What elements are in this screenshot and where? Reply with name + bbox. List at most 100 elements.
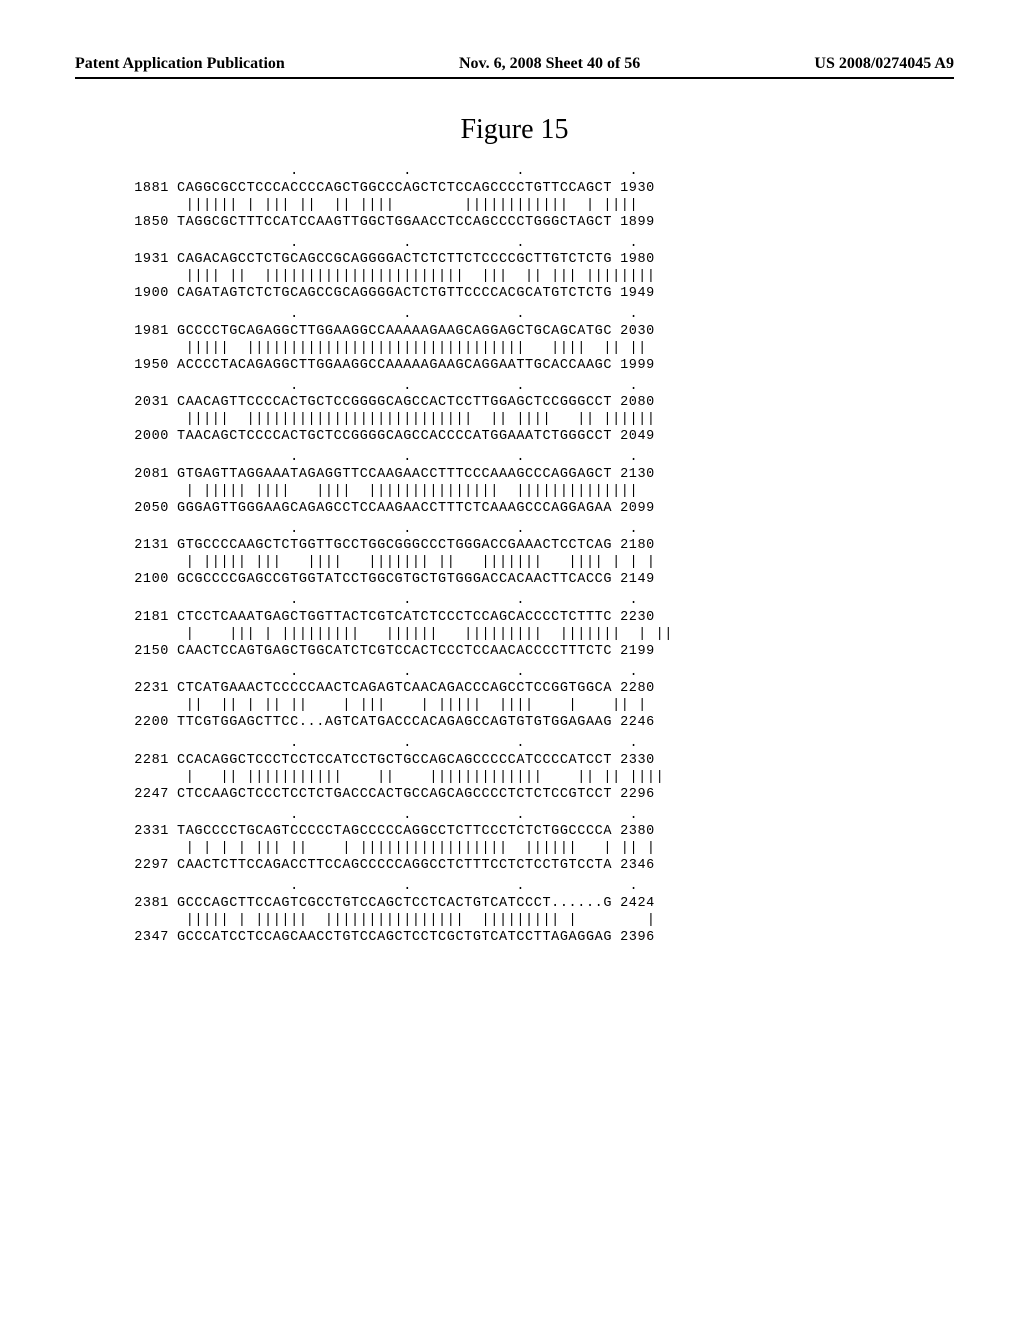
sequence-text: GCGCCCCGAGCCGTGGTATCCTGGCGTGCTGTGGGACCAC… — [177, 572, 612, 589]
pos-end: 2199 — [612, 644, 655, 661]
alignment-block: . . . .2081GTGAGTTAGGAAATAGAGGTTCCAAGAAC… — [125, 450, 954, 518]
sequence-text: GTGAGTTAGGAAATAGAGGTTCCAAGAACCTTTCCCAAAG… — [177, 467, 612, 484]
alignment-block: . . . .2231CTCATGAAACTCCCCCAACTCAGAGTCAA… — [125, 665, 954, 733]
pos-start: 2381 — [125, 896, 177, 913]
pos-end: 2230 — [612, 610, 655, 627]
pos-start: 2281 — [125, 753, 177, 770]
sequence-text: ACCCCTACAGAGGCTTGGAAGGCCAAAAAGAAGCAGGAAT… — [177, 358, 612, 375]
sequence-text: GTGCCCCAAGCTCTGGTTGCCTGGCGGGCCCTGGGACCGA… — [177, 538, 612, 555]
pos-end: 2030 — [612, 324, 655, 341]
sequence-row-top: 2031CAACAGTTCCCCACTGCTCCGGGGCAGCCACTCCTT… — [125, 395, 954, 412]
position-dots: . . . . — [125, 307, 954, 324]
sequence-row-bottom: 1950ACCCCTACAGAGGCTTGGAAGGCCAAAAAGAAGCAG… — [125, 358, 954, 375]
pos-start: 2150 — [125, 644, 177, 661]
sequence-row-bottom: 2000TAACAGCTCCCCACTGCTCCGGGGCAGCCACCCCAT… — [125, 429, 954, 446]
sequence-text: CAGATAGTCTCTGCAGCCGCAGGGGACTCTGTTCCCCACG… — [177, 286, 612, 303]
sequence-text: TAGCCCCTGCAGTCCCCCTAGCCCCCAGGCCTCTTCCCTC… — [177, 824, 612, 841]
sequence-text: CAACTCCAGTGAGCTGGCATCTCGTCCACTCCCTCCAACA… — [177, 644, 612, 661]
pos-start: 1981 — [125, 324, 177, 341]
sequence-text: CTCATGAAACTCCCCCAACTCAGAGTCAACAGACCCAGCC… — [177, 681, 612, 698]
position-dots: . . . . — [125, 593, 954, 610]
sequence-text: CAACAGTTCCCCACTGCTCCGGGGCAGCCACTCCTTGGAG… — [177, 395, 612, 412]
sequence-text: CCACAGGCTCCCTCCTCCATCCTGCTGCCAGCAGCCCCCA… — [177, 753, 612, 770]
alignment-block: . . . .1981GCCCCTGCAGAGGCTTGGAAGGCCAAAAA… — [125, 307, 954, 375]
sequence-text: GGGAGTTGGGAAGCAGAGCCTCCAAGAACCTTTCTCAAAG… — [177, 501, 612, 518]
pos-end: 2149 — [612, 572, 655, 589]
sequence-text: CAGACAGCCTCTGCAGCCGCAGGGGACTCTCTTCTCCCCG… — [177, 252, 612, 269]
pos-end: 2246 — [612, 715, 655, 732]
alignment-block: . . . .2181CTCCTCAAATGAGCTGGTTACTCGTCATC… — [125, 593, 954, 661]
sequence-row-bottom: 2247CTCCAAGCTCCCTCCTCTGACCCACTGCCAGCAGCC… — [125, 787, 954, 804]
alignment-block: . . . .1931CAGACAGCCTCTGCAGCCGCAGGGGACTC… — [125, 236, 954, 304]
pos-start: 2247 — [125, 787, 177, 804]
sequence-alignment: . . . .1881CAGGCGCCTCCCACCCCAGCTGGCCCAGC… — [125, 164, 954, 947]
alignment-block: . . . .2131GTGCCCCAAGCTCTGGTTGCCTGGCGGGC… — [125, 522, 954, 590]
position-dots: . . . . — [125, 164, 954, 181]
sequence-text: CAACTCTTCCAGACCTTCCAGCCCCCAGGCCTCTTTCCTC… — [177, 858, 612, 875]
alignment-block: . . . .2381GCCCAGCTTCCAGTCGCCTGTCCAGCTCC… — [125, 879, 954, 947]
sequence-row-bottom: 2100GCGCCCCGAGCCGTGGTATCCTGGCGTGCTGTGGGA… — [125, 572, 954, 589]
pos-start: 2297 — [125, 858, 177, 875]
position-dots: . . . . — [125, 450, 954, 467]
sequence-row-top: 1931CAGACAGCCTCTGCAGCCGCAGGGGACTCTCTTCTC… — [125, 252, 954, 269]
sequence-text: GCCCATCCTCCAGCAACCTGTCCAGCTCCTCGCTGTCATC… — [177, 930, 612, 947]
match-bars: || || | || || | ||| | ||||| |||| | || | — [125, 698, 954, 715]
match-bars: ||||| | |||||| |||||||||||||||| ||||||||… — [125, 913, 954, 930]
position-dots: . . . . — [125, 522, 954, 539]
pos-start: 1931 — [125, 252, 177, 269]
pos-end: 2330 — [612, 753, 655, 770]
sequence-text: GCCCCTGCAGAGGCTTGGAAGGCCAAAAAGAAGCAGGAGC… — [177, 324, 612, 341]
pos-end: 2180 — [612, 538, 655, 555]
figure-title: Figure 15 — [75, 114, 954, 146]
sequence-text: CAGGCGCCTCCCACCCCAGCTGGCCCAGCTCTCCAGCCCC… — [177, 181, 612, 198]
sequence-row-bottom: 2347GCCCATCCTCCAGCAACCTGTCCAGCTCCTCGCTGT… — [125, 930, 954, 947]
pos-start: 1881 — [125, 181, 177, 198]
pos-end: 1949 — [612, 286, 655, 303]
pos-end: 1999 — [612, 358, 655, 375]
sequence-row-top: 2081GTGAGTTAGGAAATAGAGGTTCCAAGAACCTTTCCC… — [125, 467, 954, 484]
sequence-row-bottom: 2297CAACTCTTCCAGACCTTCCAGCCCCCAGGCCTCTTT… — [125, 858, 954, 875]
pos-end: 2346 — [612, 858, 655, 875]
alignment-block: . . . .1881CAGGCGCCTCCCACCCCAGCTGGCCCAGC… — [125, 164, 954, 232]
sequence-text: CTCCTCAAATGAGCTGGTTACTCGTCATCTCCCTCCAGCA… — [177, 610, 612, 627]
header-right: US 2008/0274045 A9 — [814, 55, 954, 73]
pos-end: 2099 — [612, 501, 655, 518]
match-bars: ||||| |||||||||||||||||||||||||| || ||||… — [125, 412, 954, 429]
pos-end: 2380 — [612, 824, 655, 841]
pos-start: 1850 — [125, 215, 177, 232]
match-bars: |||| || ||||||||||||||||||||||| ||| || |… — [125, 269, 954, 286]
pos-end: 1980 — [612, 252, 655, 269]
pos-start: 1900 — [125, 286, 177, 303]
match-bars: | ||||| ||| |||| ||||||| || ||||||| ||||… — [125, 555, 954, 572]
sequence-row-bottom: 2050GGGAGTTGGGAAGCAGAGCCTCCAAGAACCTTTCTC… — [125, 501, 954, 518]
sequence-row-bottom: 2200TTCGTGGAGCTTCC...AGTCATGACCCACAGAGCC… — [125, 715, 954, 732]
match-bars: ||||| |||||||||||||||||||||||||||||||| |… — [125, 341, 954, 358]
pos-end: 2049 — [612, 429, 655, 446]
pos-end: 1899 — [612, 215, 655, 232]
pos-start: 2081 — [125, 467, 177, 484]
sequence-row-top: 2131GTGCCCCAAGCTCTGGTTGCCTGGCGGGCCCTGGGA… — [125, 538, 954, 555]
position-dots: . . . . — [125, 379, 954, 396]
position-dots: . . . . — [125, 665, 954, 682]
page-header: Patent Application Publication Nov. 6, 2… — [75, 55, 954, 73]
match-bars: |||||| | ||| || || |||| |||||||||||| | |… — [125, 198, 954, 215]
header-divider — [75, 77, 954, 79]
header-center: Nov. 6, 2008 Sheet 40 of 56 — [459, 55, 640, 73]
sequence-text: CTCCAAGCTCCCTCCTCTGACCCACTGCCAGCAGCCCCTC… — [177, 787, 612, 804]
sequence-text: TTCGTGGAGCTTCC...AGTCATGACCCACAGAGCCAGTG… — [177, 715, 612, 732]
sequence-row-top: 2231CTCATGAAACTCCCCCAACTCAGAGTCAACAGACCC… — [125, 681, 954, 698]
pos-end: 2130 — [612, 467, 655, 484]
pos-end: 2080 — [612, 395, 655, 412]
pos-start: 2231 — [125, 681, 177, 698]
alignment-block: . . . .2031CAACAGTTCCCCACTGCTCCGGGGCAGCC… — [125, 379, 954, 447]
position-dots: . . . . — [125, 808, 954, 825]
sequence-row-top: 1981GCCCCTGCAGAGGCTTGGAAGGCCAAAAAGAAGCAG… — [125, 324, 954, 341]
pos-end: 2280 — [612, 681, 655, 698]
pos-start: 2347 — [125, 930, 177, 947]
alignment-block: . . . .2331TAGCCCCTGCAGTCCCCCTAGCCCCCAGG… — [125, 808, 954, 876]
sequence-row-bottom: 2150CAACTCCAGTGAGCTGGCATCTCGTCCACTCCCTCC… — [125, 644, 954, 661]
sequence-row-top: 2181CTCCTCAAATGAGCTGGTTACTCGTCATCTCCCTCC… — [125, 610, 954, 627]
patent-page: Patent Application Publication Nov. 6, 2… — [0, 0, 1024, 991]
sequence-text: TAACAGCTCCCCACTGCTCCGGGGCAGCCACCCCATGGAA… — [177, 429, 612, 446]
sequence-row-top: 2381GCCCAGCTTCCAGTCGCCTGTCCAGCTCCTCACTGT… — [125, 896, 954, 913]
